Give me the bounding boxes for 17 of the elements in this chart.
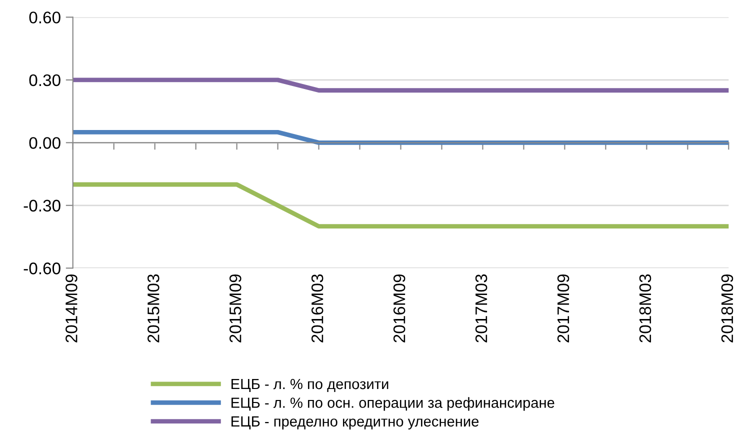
y-tick-label: 0.60 [29, 12, 60, 24]
x-tick-label: 2015M03 [148, 274, 160, 342]
x-tick-label: 2015M09 [229, 274, 242, 342]
x-tick-label: 2016M09 [393, 274, 406, 342]
legend-label: ЕЦБ - пределно кредитно улеснение [232, 416, 479, 430]
x-tick-label: 2017M09 [557, 274, 570, 342]
y-tick-label: 0.30 [29, 74, 60, 86]
x-tick-label: 2017M03 [475, 274, 488, 342]
y-tick-label: -0.60 [24, 262, 60, 274]
y-tick-label: -0.30 [24, 200, 60, 212]
x-tick-label: 2014M09 [66, 274, 78, 342]
y-tick-label: 0.00 [29, 137, 60, 149]
x-tick-label: 2016M03 [311, 274, 324, 342]
legend-label: ЕЦБ - л. % по депозити [232, 378, 388, 392]
x-tick-label: 2018M09 [721, 274, 734, 342]
legend-label: ЕЦБ - л. % по осн. операции за рефинансиране [232, 397, 554, 411]
x-tick-label: 2018M03 [639, 274, 652, 342]
